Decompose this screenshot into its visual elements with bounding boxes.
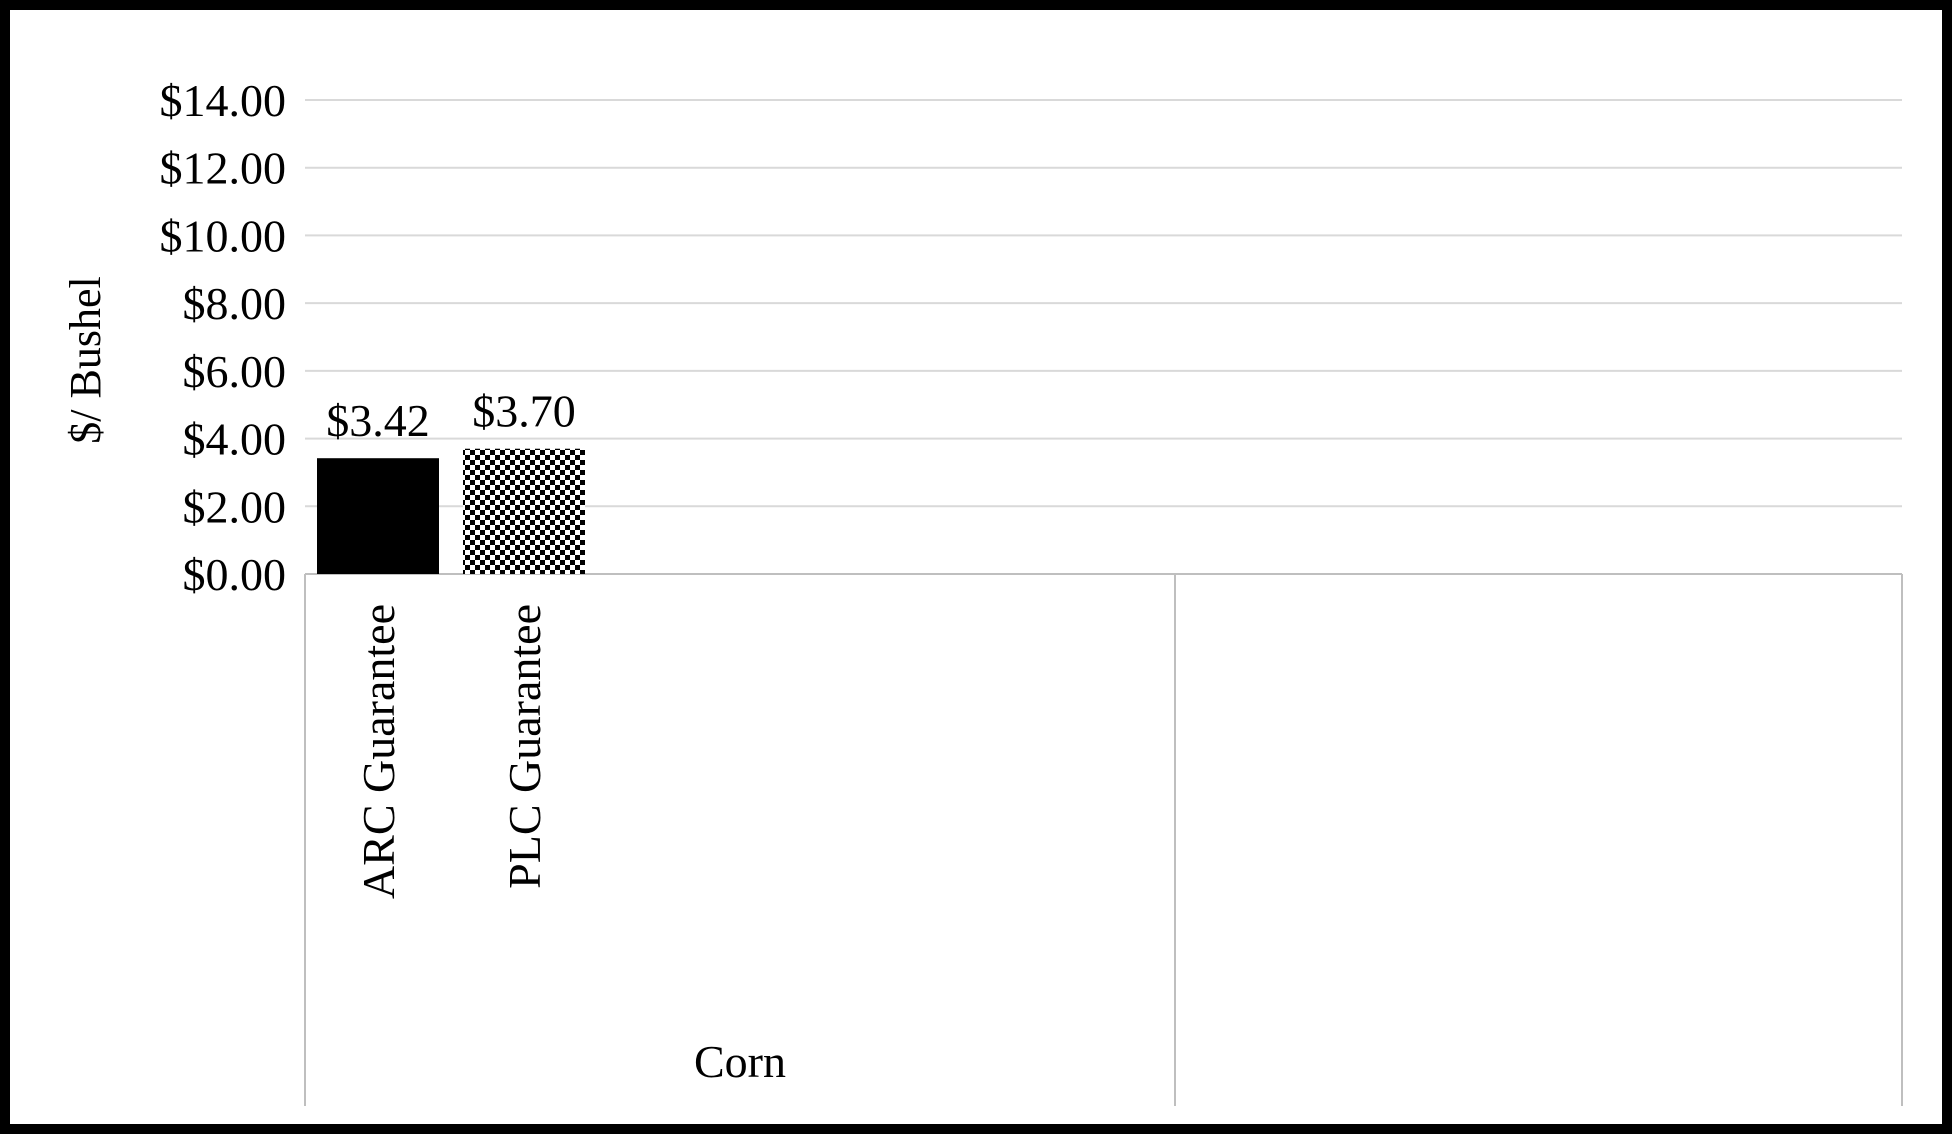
category-label: ARC Guarantee xyxy=(353,604,404,899)
bar-corn xyxy=(317,458,439,574)
category-label-line: PLC Guarantee xyxy=(499,604,550,889)
y-tick-label: $4.00 xyxy=(183,414,287,465)
y-tick-label: $10.00 xyxy=(160,210,287,261)
y-tick-label: $12.00 xyxy=(160,143,287,194)
gridlines xyxy=(305,99,1902,508)
y-tick-label: $0.00 xyxy=(183,549,287,600)
bars xyxy=(317,448,585,574)
y-axis-title: $/ Bushel xyxy=(61,276,110,443)
category-label: PLC Guarantee xyxy=(499,604,550,889)
labels: $0.00 $2.00 $4.00 $6.00 $8.00 $10.00 $12.00 $14… xyxy=(160,75,787,1087)
y-tick-label: $6.00 xyxy=(183,346,287,397)
y-tick-label: $2.00 xyxy=(183,481,287,532)
data-label: $3.42 xyxy=(326,395,430,446)
group-label: Corn xyxy=(694,1036,786,1087)
category-label-line: ARC Guarantee xyxy=(353,604,404,899)
data-label: $3.70 xyxy=(472,386,576,437)
bar-corn xyxy=(463,448,585,574)
y-tick-label: $8.00 xyxy=(183,278,287,329)
y-tick-label: $14.00 xyxy=(160,75,287,126)
